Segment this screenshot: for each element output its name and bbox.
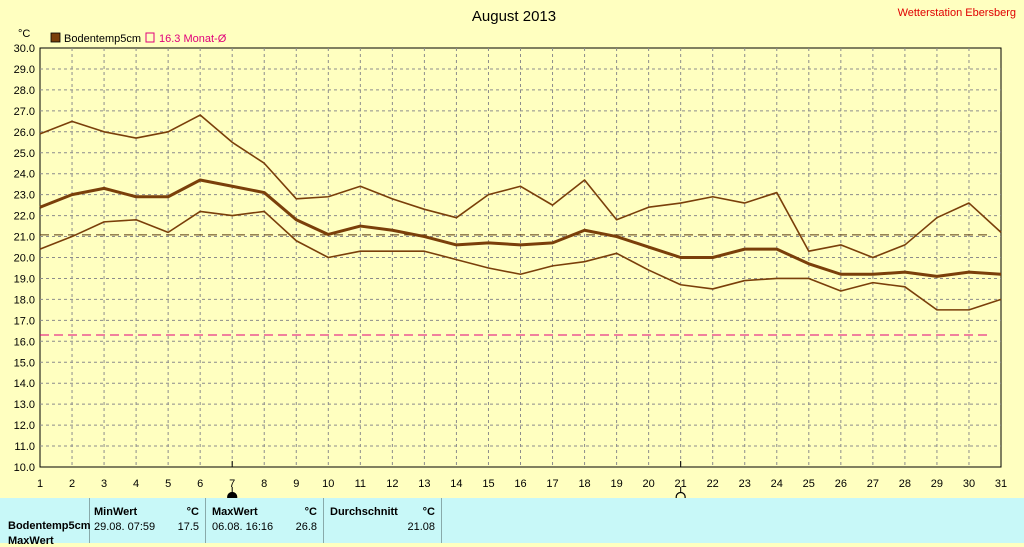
y-tick-label: 10.0 bbox=[14, 462, 35, 474]
x-tick-label: 30 bbox=[963, 478, 975, 490]
station-name: Wetterstation Ebersberg bbox=[898, 7, 1016, 19]
min-value: 17.5 bbox=[177, 521, 199, 533]
y-tick-label: 27.0 bbox=[14, 106, 35, 118]
y-tick-label: 18.0 bbox=[14, 294, 35, 306]
x-tick-label: 10 bbox=[322, 478, 334, 490]
max-value: 26.8 bbox=[295, 521, 317, 533]
legend-label: Bodentemp5cm bbox=[64, 33, 141, 45]
stats-row-label-next: MaxWert bbox=[8, 535, 54, 547]
y-tick-label: 16.0 bbox=[14, 336, 35, 348]
y-tick-label: 20.0 bbox=[14, 253, 35, 265]
stats-avg-column: Durchschnitt °C 21.08 bbox=[324, 498, 442, 543]
y-tick-label: 11.0 bbox=[14, 441, 35, 453]
x-tick-label: 11 bbox=[355, 478, 366, 490]
legend-label: 16.3 Monat-Ø bbox=[159, 33, 227, 45]
y-axis-unit: °C bbox=[18, 28, 30, 40]
x-tick-label: 17 bbox=[546, 478, 558, 490]
x-tick-label: 8 bbox=[261, 478, 267, 490]
x-tick-label: 6 bbox=[197, 478, 203, 490]
y-tick-label: 21.0 bbox=[14, 232, 35, 244]
x-tick-label: 21 bbox=[675, 478, 687, 490]
x-tick-label: 27 bbox=[867, 478, 879, 490]
max-datetime: 06.08. 16:16 bbox=[212, 521, 274, 533]
x-tick-label: 24 bbox=[771, 478, 783, 490]
legend-swatch-monat bbox=[145, 32, 155, 43]
series-line-min bbox=[39, 210, 1002, 311]
y-tick-label: 26.0 bbox=[14, 127, 35, 139]
chart-svg: 10.0 11.0 12.0 13.0 14.0 15.0 16.0 17.0 18.0 19.0… bbox=[14, 7, 1016, 498]
y-tick-label: 12.0 bbox=[14, 420, 35, 432]
min-unit: °C bbox=[186, 506, 199, 518]
y-tick-label: 23.0 bbox=[14, 190, 35, 202]
stats-row-label: Bodentemp5cm bbox=[8, 520, 91, 532]
max-unit: °C bbox=[304, 506, 317, 518]
x-tick-label: 1 bbox=[37, 478, 43, 490]
y-tick-label: 30.0 bbox=[14, 43, 35, 55]
x-tick-label: 25 bbox=[803, 478, 815, 490]
x-tick-label: 19 bbox=[610, 478, 622, 490]
x-tick-label: 28 bbox=[899, 478, 911, 490]
x-tick-label: 31 bbox=[995, 478, 1007, 490]
stats-label-column: Bodentemp5cm MaxWert bbox=[0, 498, 91, 547]
stats-max-column: MaxWert °C 06.08. 16:16 26.8 bbox=[206, 498, 324, 543]
max-header: MaxWert bbox=[212, 506, 258, 518]
legend-swatch-Bodentemp5cm bbox=[50, 32, 61, 43]
full-moon-icon bbox=[227, 491, 238, 498]
x-tick-label: 4 bbox=[133, 478, 139, 490]
series-line-max bbox=[39, 114, 1002, 259]
x-tick-label: 14 bbox=[450, 478, 462, 490]
x-tick-label: 26 bbox=[835, 478, 847, 490]
y-tick-label: 29.0 bbox=[14, 64, 35, 76]
x-tick-label: 3 bbox=[101, 478, 107, 490]
y-tick-label: 19.0 bbox=[14, 273, 35, 285]
y-tick-label: 22.0 bbox=[14, 211, 35, 223]
y-tick-label: 24.0 bbox=[14, 169, 35, 181]
x-tick-label: 7 bbox=[229, 478, 235, 490]
y-tick-label: 14.0 bbox=[14, 378, 35, 390]
avg-value: 21.08 bbox=[407, 521, 435, 533]
x-tick-label: 9 bbox=[293, 478, 299, 490]
x-tick-label: 22 bbox=[707, 478, 719, 490]
x-tick-label: 18 bbox=[578, 478, 590, 490]
chart-title: August 2013 bbox=[472, 8, 556, 25]
y-tick-label: 15.0 bbox=[14, 357, 35, 369]
y-tick-label: 13.0 bbox=[14, 399, 35, 411]
y-tick-label: 28.0 bbox=[14, 85, 35, 97]
x-tick-label: 12 bbox=[386, 478, 398, 490]
stats-panel: Bodentemp5cm MaxWert MinWert °C 29.08. 0… bbox=[0, 498, 1024, 547]
avg-header: Durchschnitt bbox=[330, 506, 398, 518]
x-tick-label: 16 bbox=[514, 478, 526, 490]
x-tick-label: 29 bbox=[931, 478, 943, 490]
stats-min-column: MinWert °C 29.08. 07:59 17.5 bbox=[90, 498, 206, 543]
y-tick-label: 17.0 bbox=[14, 315, 35, 327]
x-tick-label: 13 bbox=[418, 478, 430, 490]
new-moon-icon bbox=[675, 491, 686, 498]
x-tick-label: 15 bbox=[482, 478, 494, 490]
x-tick-label: 23 bbox=[739, 478, 751, 490]
chart-area: 10.0 11.0 12.0 13.0 14.0 15.0 16.0 17.0 18.0 19.0… bbox=[13, 7, 1016, 498]
series-line-avg bbox=[39, 178, 1002, 278]
min-header: MinWert bbox=[94, 506, 138, 518]
x-tick-label: 5 bbox=[165, 478, 171, 490]
x-tick-label: 20 bbox=[643, 478, 655, 490]
min-datetime: 29.08. 07:59 bbox=[94, 521, 156, 533]
x-tick-label: 2 bbox=[69, 478, 75, 490]
avg-unit: °C bbox=[422, 506, 435, 518]
y-tick-label: 25.0 bbox=[14, 148, 35, 160]
